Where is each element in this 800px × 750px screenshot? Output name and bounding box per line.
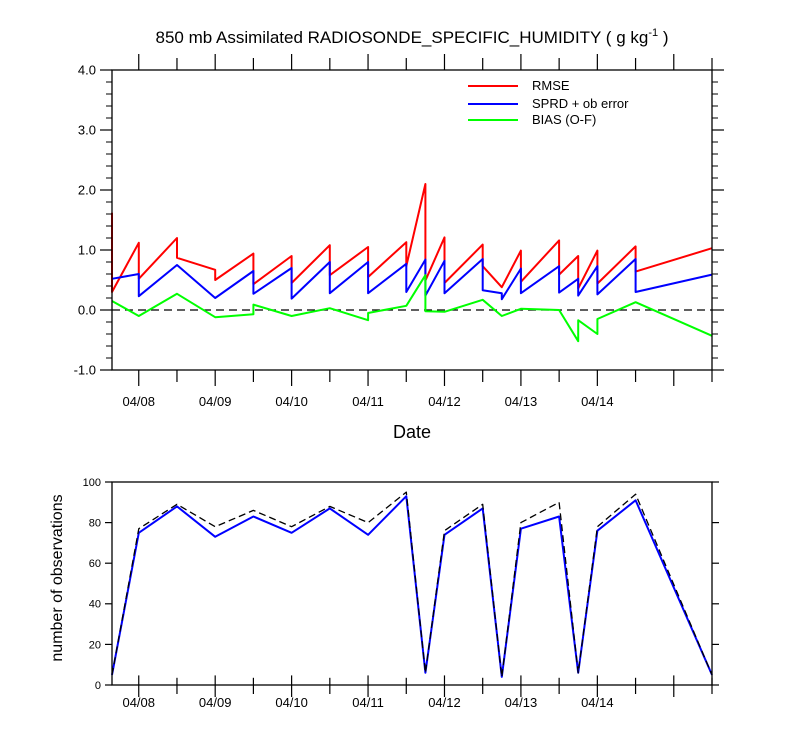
series-line-possible: [111, 491, 713, 678]
x-tick-label: 04/14: [581, 394, 614, 409]
y-axis-label-observations: number of observations: [49, 494, 66, 661]
x-tick-label: 04/14: [581, 695, 614, 710]
series-line-rmse: [111, 183, 713, 293]
series-line-sprd-ob-error: [111, 258, 713, 301]
bottom-series-group: [111, 491, 713, 678]
x-tick-label: 04/10: [275, 394, 308, 409]
bottom-plot-frame: [111, 481, 713, 686]
legend-label-sprd: SPRD + ob error: [532, 96, 629, 111]
y-tick-label: 2.0: [78, 183, 96, 198]
y-tick-label: 3.0: [78, 123, 96, 138]
y-tick-label: 60: [89, 558, 101, 570]
x-tick-label: 04/10: [275, 695, 308, 710]
x-axis-label: Date: [393, 422, 431, 442]
top-axis-ticks: -1.0 0.0 1.0 2.0 3.0 4.0 04/08 04/09 04/10 04/11 0…: [74, 54, 724, 409]
top-series-group: [111, 183, 713, 343]
x-tick-label: 04/09: [199, 394, 232, 409]
series-line-bias-o-f: [111, 274, 713, 343]
y-tick-label: 4.0: [78, 63, 96, 78]
y-tick-label: 80: [89, 517, 101, 529]
chart-title: 850 mb Assimilated RADIOSONDE_SPECIFIC_H…: [156, 27, 669, 47]
x-tick-label: 04/13: [505, 394, 538, 409]
y-tick-label: 100: [83, 477, 101, 489]
legend: RMSE SPRD + ob error BIAS (O-F): [468, 78, 629, 127]
x-tick-label: 04/08: [122, 695, 155, 710]
x-tick-label: 04/11: [352, 695, 384, 710]
top-plot-frame: [111, 69, 713, 371]
y-tick-label: 1.0: [78, 243, 96, 258]
y-tick-label: -1.0: [74, 363, 96, 378]
x-tick-label: 04/12: [428, 695, 461, 710]
y-tick-label: 0: [95, 680, 101, 692]
x-tick-label: 04/12: [428, 394, 461, 409]
x-tick-label: 04/11: [352, 394, 384, 409]
legend-label-rmse: RMSE: [532, 78, 570, 93]
series-line-assimilated: [111, 495, 713, 678]
y-tick-label: 40: [89, 599, 101, 611]
x-tick-label: 04/13: [505, 695, 538, 710]
x-tick-label: 04/08: [122, 394, 155, 409]
y-tick-label: 0.0: [78, 303, 96, 318]
bottom-axis-ticks: 0 20 40 60 80 100 04/08 04/09 04/10 04/11 04/12 04/…: [83, 477, 719, 710]
x-tick-label: 04/09: [199, 695, 232, 710]
legend-label-bias: BIAS (O-F): [532, 112, 596, 127]
y-tick-label: 20: [89, 639, 101, 651]
